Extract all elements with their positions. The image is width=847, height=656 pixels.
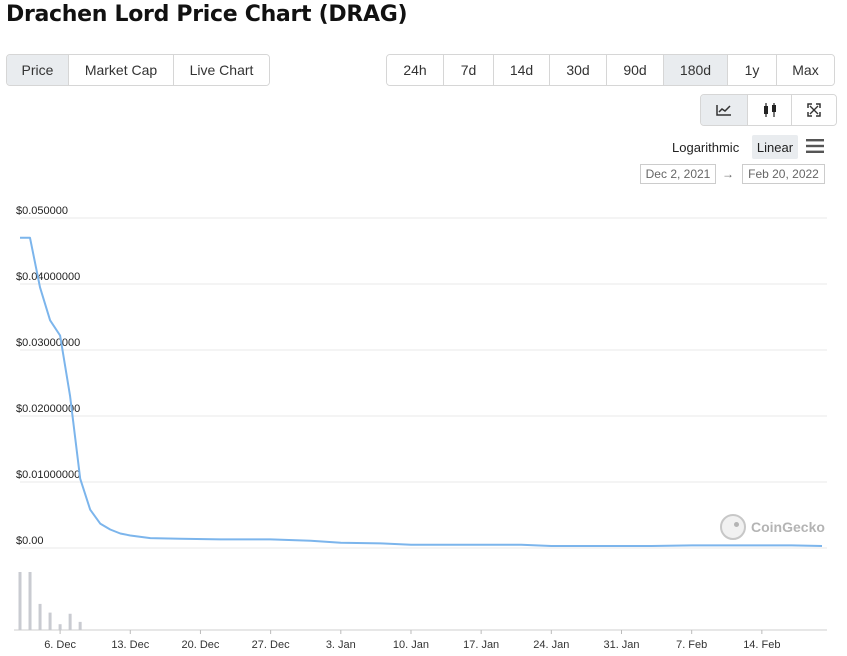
x-tick-label: 14. Feb: [743, 639, 780, 651]
range-14d-button[interactable]: 14d: [494, 55, 550, 85]
volume-bar: [68, 613, 72, 630]
y-tick-label: $0.04000000: [16, 271, 80, 283]
x-tick-label: 10. Jan: [393, 639, 429, 651]
volume-bar: [38, 603, 42, 630]
range-24h-button[interactable]: 24h: [387, 55, 444, 85]
y-tick-label: $0.03000000: [16, 337, 80, 349]
range-30d-button[interactable]: 30d: [550, 55, 607, 85]
x-tick-label: 7. Feb: [676, 639, 707, 651]
metric-tab-group: Price Market Cap Live Chart: [6, 54, 270, 86]
y-tick-label: $0.00: [16, 535, 44, 547]
line-chart-button[interactable]: [701, 95, 748, 125]
volume-bar: [48, 612, 52, 630]
y-tick-label: $0.050000: [16, 205, 68, 217]
range-90d-button[interactable]: 90d: [607, 55, 664, 85]
scale-linear-option[interactable]: Linear: [752, 135, 798, 159]
tab-live-chart[interactable]: Live Chart: [174, 55, 269, 85]
chart-menu-icon[interactable]: [806, 138, 824, 154]
time-range-group: 24h 7d 14d 30d 90d 180d 1y Max: [386, 54, 835, 86]
tab-price[interactable]: Price: [7, 55, 69, 85]
x-tick-label: 27. Dec: [252, 639, 290, 651]
y-tick-label: $0.02000000: [16, 403, 80, 415]
x-tick-label: 31. Jan: [603, 639, 639, 651]
page-title: Drachen Lord Price Chart (DRAG): [6, 2, 408, 27]
date-from-input[interactable]: Dec 2, 2021: [640, 164, 716, 184]
x-tick-label: 3. Jan: [326, 639, 356, 651]
range-7d-button[interactable]: 7d: [444, 55, 494, 85]
coingecko-watermark: CoinGecko: [720, 514, 825, 540]
watermark-text: CoinGecko: [751, 519, 825, 535]
gecko-logo-icon: [720, 514, 746, 540]
price-series-line: [20, 236, 823, 547]
candlestick-icon: [763, 103, 776, 117]
x-tick-label: 13. Dec: [111, 639, 149, 651]
volume-bar: [28, 572, 32, 630]
date-to-input[interactable]: Feb 20, 2022: [742, 164, 825, 184]
x-tick-label: 6. Dec: [44, 639, 76, 651]
scale-logarithmic-option[interactable]: Logarithmic: [672, 140, 740, 155]
range-180d-button[interactable]: 180d: [664, 55, 728, 85]
volume-bar: [78, 621, 82, 630]
tab-market-cap[interactable]: Market Cap: [69, 55, 174, 85]
range-1y-button[interactable]: 1y: [728, 55, 777, 85]
x-tick-label: 17. Jan: [463, 639, 499, 651]
volume-bar: [18, 572, 22, 630]
date-range-arrow: →: [722, 167, 734, 181]
fullscreen-button[interactable]: [792, 95, 836, 125]
fullscreen-icon: [807, 103, 821, 117]
candlestick-button[interactable]: [748, 95, 792, 125]
volume-bar: [58, 624, 62, 630]
range-max-button[interactable]: Max: [777, 55, 834, 85]
x-tick-label: 20. Dec: [181, 639, 219, 651]
line-chart-icon: [716, 105, 731, 116]
x-tick-label: 24. Jan: [533, 639, 569, 651]
chart-type-group: [700, 94, 837, 126]
y-tick-label: $0.01000000: [16, 469, 80, 481]
